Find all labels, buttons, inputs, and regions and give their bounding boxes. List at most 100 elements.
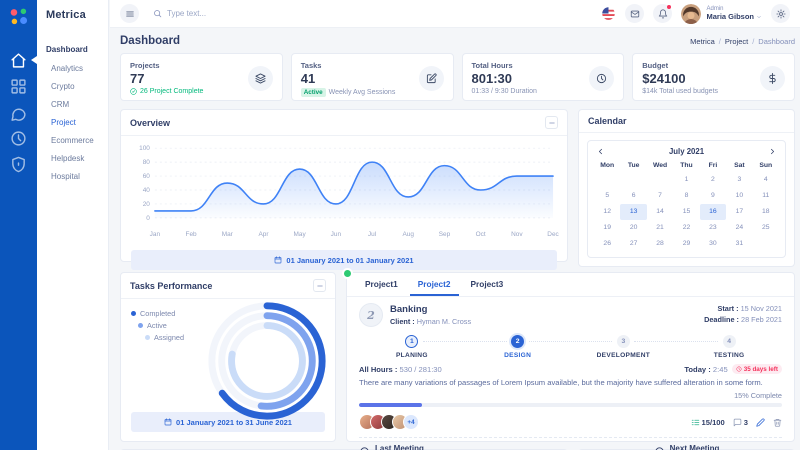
svg-text:Jun: Jun bbox=[331, 231, 342, 238]
project-actions: 15/100 3 bbox=[691, 418, 782, 427]
calendar-next-button[interactable] bbox=[768, 147, 777, 156]
breadcrumb-item[interactable]: Metrica bbox=[690, 36, 715, 46]
calendar-widget: July 2021 Mon Tue Wed Thu Fri Sat Sun 1 2 3 4 5 6 7 8 9… bbox=[587, 140, 786, 258]
calendar-date-18[interactable]: 18 bbox=[762, 208, 770, 215]
stat-sub: $14k Total used budgets bbox=[642, 88, 719, 95]
search-icon bbox=[153, 9, 162, 18]
search-bar bbox=[153, 9, 601, 18]
calendar-date-20[interactable]: 20 bbox=[629, 224, 638, 231]
calendar-date-25[interactable]: 25 bbox=[762, 224, 770, 231]
calendar-date-24[interactable]: 24 bbox=[735, 224, 744, 231]
client-name: Hyman M. Cross bbox=[416, 317, 472, 326]
legend-item-assigned: Assigned bbox=[145, 333, 184, 342]
rail-home-icon[interactable] bbox=[10, 52, 37, 69]
calendar-date-14[interactable]: 14 bbox=[656, 208, 664, 215]
calendar-date-17[interactable]: 17 bbox=[735, 208, 744, 215]
calendar-date-10[interactable]: 10 bbox=[735, 192, 744, 199]
calendar-date-28[interactable]: 28 bbox=[656, 240, 664, 247]
sidebar-item-hospital[interactable]: Hospital bbox=[51, 171, 80, 181]
tab-project2[interactable]: Project2 bbox=[409, 273, 459, 296]
edit-project-button[interactable] bbox=[756, 417, 765, 427]
calendar-date-16[interactable]: 16 bbox=[699, 204, 727, 220]
calendar-date-1[interactable]: 1 bbox=[684, 176, 689, 183]
client-label: Client : bbox=[390, 317, 415, 326]
tasks-count-button[interactable]: 15/100 bbox=[691, 418, 725, 427]
sidebar-item-ecommerce[interactable]: Ecommerce bbox=[51, 135, 94, 145]
metrica-logo-icon bbox=[8, 6, 30, 28]
settings-button[interactable] bbox=[771, 4, 790, 23]
user-menu[interactable]: Admin Maria Gibson bbox=[681, 3, 762, 24]
us-flag-icon bbox=[601, 6, 616, 21]
messages-button[interactable] bbox=[625, 4, 645, 23]
calendar-date-4[interactable]: 4 bbox=[763, 176, 768, 183]
pencil-icon bbox=[756, 417, 765, 427]
overview-daterange-picker[interactable]: 01 January 2021 to 01 January 2021 bbox=[131, 250, 557, 270]
tab-project1[interactable]: Project1 bbox=[365, 279, 398, 289]
svg-text:20: 20 bbox=[143, 201, 151, 208]
search-input[interactable] bbox=[167, 9, 287, 18]
language-flag-button[interactable] bbox=[601, 6, 616, 21]
calendar-date-30[interactable]: 30 bbox=[709, 240, 717, 247]
more-members-badge[interactable]: +4 bbox=[403, 414, 419, 430]
tab-project3[interactable]: Project3 bbox=[470, 279, 504, 289]
rail-clock-icon[interactable] bbox=[10, 130, 27, 147]
sidebar-item-helpdesk[interactable]: Helpdesk bbox=[51, 153, 85, 163]
calendar-date-22[interactable]: 22 bbox=[682, 224, 691, 231]
status-badge: Active bbox=[300, 88, 326, 97]
breadcrumb-item[interactable]: Project bbox=[724, 36, 749, 46]
calendar-date-23[interactable]: 23 bbox=[709, 224, 717, 231]
calendar-date-15[interactable]: 15 bbox=[682, 208, 691, 215]
menu-toggle-button[interactable] bbox=[120, 4, 139, 23]
sidebar-item-project[interactable]: Project bbox=[51, 117, 76, 127]
calendar-date-31[interactable]: 31 bbox=[735, 240, 744, 247]
sidebar-menu: Dashboard Analytics Crypto CRM Project Ecomm… bbox=[37, 41, 108, 185]
sidebar-item-analytics[interactable]: Analytics bbox=[51, 63, 84, 73]
calendar-date-29[interactable]: 29 bbox=[682, 240, 691, 247]
calendar-date-11[interactable]: 11 bbox=[762, 192, 770, 199]
mail-icon bbox=[630, 9, 640, 19]
calendar-date-26[interactable]: 26 bbox=[603, 240, 611, 247]
calendar-date-27[interactable]: 27 bbox=[629, 240, 638, 247]
sidebar-section-dashboard[interactable]: Dashboard bbox=[46, 45, 88, 54]
last-meeting: Last Meeting 28 Oct 2021 / 10:30AM - 12:… bbox=[359, 444, 486, 450]
stat-card-budget: Budget $24100 $14k Total used budgets bbox=[632, 53, 795, 101]
days-left-badge: 35 days left bbox=[731, 364, 782, 374]
notifications-button[interactable] bbox=[653, 4, 673, 23]
calendar-date-2[interactable]: 2 bbox=[711, 176, 715, 183]
calendar-date-6[interactable]: 6 bbox=[631, 192, 636, 199]
project-name: Banking bbox=[390, 304, 428, 315]
calendar-prev-button[interactable] bbox=[596, 147, 605, 156]
calendar-date-8[interactable]: 8 bbox=[684, 192, 689, 199]
delete-project-button[interactable] bbox=[773, 418, 782, 427]
sidebar-item-crypto[interactable]: Crypto bbox=[51, 81, 75, 91]
rail-shield-icon[interactable] bbox=[10, 156, 27, 173]
calendar-date-19[interactable]: 19 bbox=[603, 224, 611, 231]
calendar-date-3[interactable]: 3 bbox=[737, 176, 742, 183]
edit-icon bbox=[418, 66, 444, 91]
calendar-date-9[interactable]: 9 bbox=[711, 192, 715, 199]
hamburger-icon bbox=[125, 9, 135, 19]
calendar-date-5[interactable]: 5 bbox=[605, 192, 610, 199]
calendar-date-13[interactable]: 13 bbox=[620, 204, 647, 220]
calendar-icon bbox=[164, 418, 172, 426]
minus-icon bbox=[316, 282, 324, 290]
rail-apps-icon[interactable] bbox=[10, 78, 27, 95]
calendar-date-21[interactable]: 21 bbox=[656, 224, 664, 231]
calendar-date-7[interactable]: 7 bbox=[658, 192, 662, 199]
stat-sub: 01:33 / 9:30 Duration bbox=[471, 88, 537, 95]
tasks-performance-collapse-button[interactable] bbox=[313, 279, 326, 292]
step-testing: 4 TESTING bbox=[676, 335, 782, 359]
comments-button[interactable]: 3 bbox=[733, 418, 748, 427]
sidebar-item-crm[interactable]: CRM bbox=[51, 99, 70, 109]
project-detail-card: Project1 Project2 Project3 2 Banking Clien… bbox=[344, 270, 795, 450]
dollar-icon bbox=[760, 66, 785, 91]
overview-collapse-button[interactable] bbox=[545, 116, 558, 129]
svg-text:Aug: Aug bbox=[403, 231, 415, 238]
svg-text:60: 60 bbox=[143, 173, 151, 180]
rail-chat-icon[interactable] bbox=[10, 106, 27, 123]
stat-label: Budget bbox=[642, 61, 669, 70]
calendar-date-12[interactable]: 12 bbox=[603, 208, 611, 215]
stat-cards-row: Projects 77 26 Project Complete Tasks 41 Acti… bbox=[120, 53, 795, 101]
calendar-weekday: Wed bbox=[652, 162, 668, 169]
